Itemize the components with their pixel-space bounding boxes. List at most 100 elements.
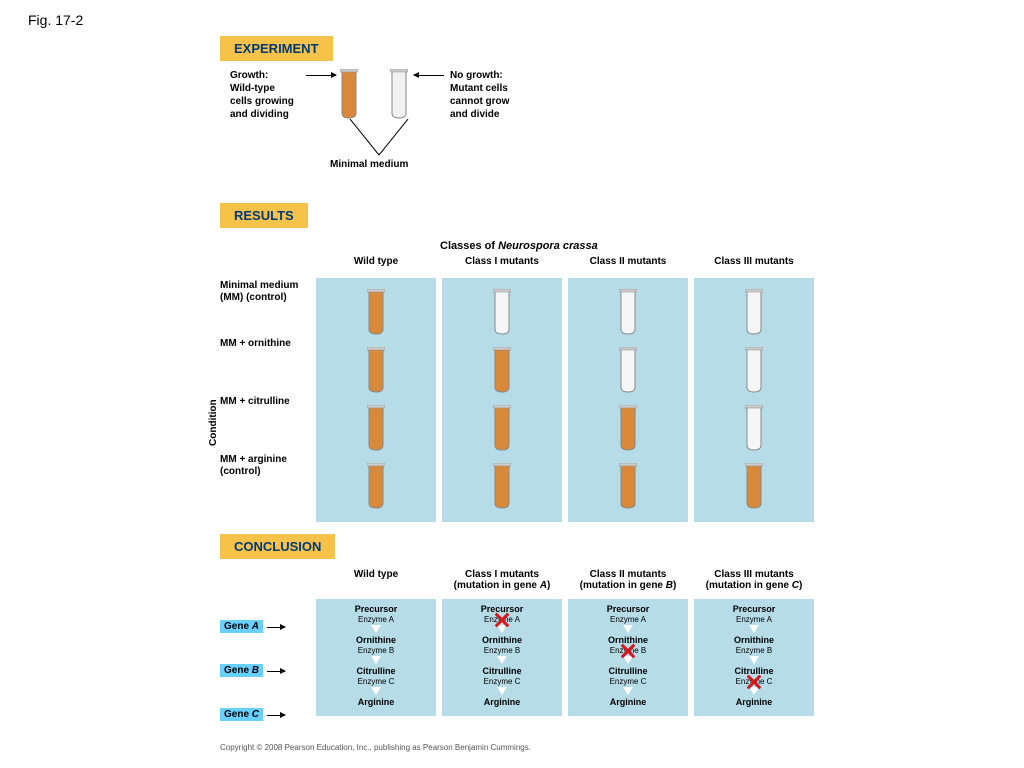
metabolite: Ornithine bbox=[694, 634, 814, 646]
down-arrow-icon bbox=[623, 687, 633, 695]
metabolite: Arginine bbox=[568, 696, 688, 708]
section-results: RESULTS bbox=[220, 203, 308, 228]
copyright: Copyright © 2008 Pearson Education, Inc.… bbox=[220, 743, 840, 752]
column-title: Class III mutants (mutation in gene C) bbox=[694, 569, 814, 599]
arrow-icon bbox=[267, 671, 285, 672]
results-column: Wild type bbox=[316, 256, 436, 522]
tube-nogrowth bbox=[619, 347, 637, 396]
arrow-nogrowth bbox=[414, 75, 444, 76]
v-lines bbox=[344, 119, 414, 161]
column-title: Class I mutants bbox=[442, 256, 562, 278]
enzyme-step: Enzyme C bbox=[442, 677, 562, 687]
tube-nogrowth bbox=[390, 69, 408, 122]
figure-label: Fig. 17-2 bbox=[28, 12, 83, 28]
enzyme-step: Enzyme A bbox=[442, 615, 562, 625]
enzyme-step: Enzyme A bbox=[568, 615, 688, 625]
column-title: Wild type bbox=[316, 569, 436, 599]
arrow-icon bbox=[267, 715, 285, 716]
results-row-labels: Minimal medium (MM) (control)MM + ornith… bbox=[220, 256, 310, 522]
tube-growth bbox=[493, 405, 511, 454]
metabolite: Arginine bbox=[694, 696, 814, 708]
down-arrow-icon bbox=[749, 625, 759, 633]
arrow-icon bbox=[267, 627, 285, 628]
tube-growth bbox=[367, 289, 385, 338]
pathway-panel: PrecursorEnzyme AOrnithineEnzyme BCitrul… bbox=[442, 599, 562, 716]
enzyme-step: Enzyme B bbox=[442, 646, 562, 656]
down-arrow-icon bbox=[623, 625, 633, 633]
down-arrow-icon bbox=[371, 656, 381, 664]
conclusion-column: Class II mutants (mutation in gene B) Pre… bbox=[568, 569, 688, 737]
tube-nogrowth bbox=[745, 347, 763, 396]
column-panel bbox=[316, 278, 436, 522]
section-conclusion: CONCLUSION bbox=[220, 534, 335, 559]
metabolite: Precursor bbox=[316, 603, 436, 615]
growth-label: Growth:Wild-typecells growingand dividin… bbox=[230, 69, 304, 121]
metabolite: Arginine bbox=[316, 696, 436, 708]
column-title: Class III mutants bbox=[694, 256, 814, 278]
tube-nogrowth bbox=[745, 289, 763, 338]
conclusion-column: Wild type PrecursorEnzyme A OrnithineEnzym… bbox=[316, 569, 436, 737]
gene-row: Gene C bbox=[220, 693, 310, 737]
column-panel bbox=[568, 278, 688, 522]
row-label: Minimal medium (MM) (control) bbox=[220, 280, 310, 338]
condition-axis: Condition bbox=[208, 399, 219, 446]
column-title: Wild type bbox=[316, 256, 436, 278]
enzyme-step: Enzyme A bbox=[316, 615, 436, 625]
gene-tag: Gene C bbox=[220, 708, 263, 721]
arrow-growth bbox=[306, 75, 336, 76]
row-label: MM + citrulline bbox=[220, 396, 310, 454]
tube-growth bbox=[367, 463, 385, 512]
down-arrow-icon bbox=[749, 656, 759, 664]
column-title: Class II mutants (mutation in gene B) bbox=[568, 569, 688, 599]
metabolite: Ornithine bbox=[568, 634, 688, 646]
down-arrow-icon bbox=[371, 625, 381, 633]
section-experiment: EXPERIMENT bbox=[220, 36, 333, 61]
column-panel bbox=[442, 278, 562, 522]
gene-row: Gene B bbox=[220, 649, 310, 693]
conclusion-column: Class I mutants (mutation in gene A)Prec… bbox=[442, 569, 562, 737]
down-arrow-icon bbox=[371, 687, 381, 695]
results-column: Class I mutants bbox=[442, 256, 562, 522]
experiment-diagram: Growth:Wild-typecells growingand dividin… bbox=[230, 69, 840, 189]
tube-nogrowth bbox=[493, 289, 511, 338]
conclusion-column: Class III mutants (mutation in gene C)Pr… bbox=[694, 569, 814, 737]
row-label: MM + arginine (control) bbox=[220, 454, 310, 512]
enzyme-step: Enzyme C bbox=[694, 677, 814, 687]
metabolite: Precursor bbox=[568, 603, 688, 615]
conclusion-grid: Gene AGene BGene C Wild typePrecursorEnz… bbox=[220, 569, 840, 737]
enzyme-step: Enzyme B bbox=[568, 646, 688, 656]
enzyme-step: Enzyme C bbox=[568, 677, 688, 687]
tube-growth bbox=[340, 69, 358, 122]
down-arrow-icon bbox=[497, 687, 507, 695]
gene-labels: Gene A Gene B Gene C bbox=[220, 569, 310, 737]
metabolite: Precursor bbox=[694, 603, 814, 615]
gene-row: Gene A bbox=[220, 605, 310, 649]
column-panel bbox=[694, 278, 814, 522]
results-column: Class II mutants bbox=[568, 256, 688, 522]
column-title: Class II mutants bbox=[568, 256, 688, 278]
results-subtitle: Classes of Neurospora crassa bbox=[220, 240, 840, 252]
results-column: Class III mutants bbox=[694, 256, 814, 522]
metabolite: Ornithine bbox=[442, 634, 562, 646]
metabolite: Citrulline bbox=[442, 665, 562, 677]
results-grid: Minimal medium (MM) (control)MM + ornith… bbox=[220, 256, 840, 522]
enzyme-step: Enzyme B bbox=[316, 646, 436, 656]
figure-body: EXPERIMENT Growth:Wild-typecells growing… bbox=[220, 30, 840, 752]
minimal-medium-label: Minimal medium bbox=[330, 159, 408, 170]
enzyme-step: Enzyme A bbox=[694, 615, 814, 625]
tube-growth bbox=[619, 405, 637, 454]
row-label: MM + ornithine bbox=[220, 338, 310, 396]
metabolite: Citrulline bbox=[694, 665, 814, 677]
tube-growth bbox=[367, 405, 385, 454]
pathway-panel: PrecursorEnzyme AOrnithineEnzyme BCitrul… bbox=[568, 599, 688, 716]
gene-tag: Gene A bbox=[220, 620, 263, 633]
nogrowth-label: No growth:Mutant cellscannot growand div… bbox=[450, 69, 530, 121]
metabolite: Ornithine bbox=[316, 634, 436, 646]
tube-growth bbox=[367, 347, 385, 396]
column-title: Class I mutants (mutation in gene A) bbox=[442, 569, 562, 599]
pathway-panel: PrecursorEnzyme A OrnithineEnzyme B Citrul… bbox=[694, 599, 814, 716]
enzyme-step: Enzyme B bbox=[694, 646, 814, 656]
tube-growth bbox=[493, 463, 511, 512]
tube-growth bbox=[619, 463, 637, 512]
tube-nogrowth bbox=[619, 289, 637, 338]
